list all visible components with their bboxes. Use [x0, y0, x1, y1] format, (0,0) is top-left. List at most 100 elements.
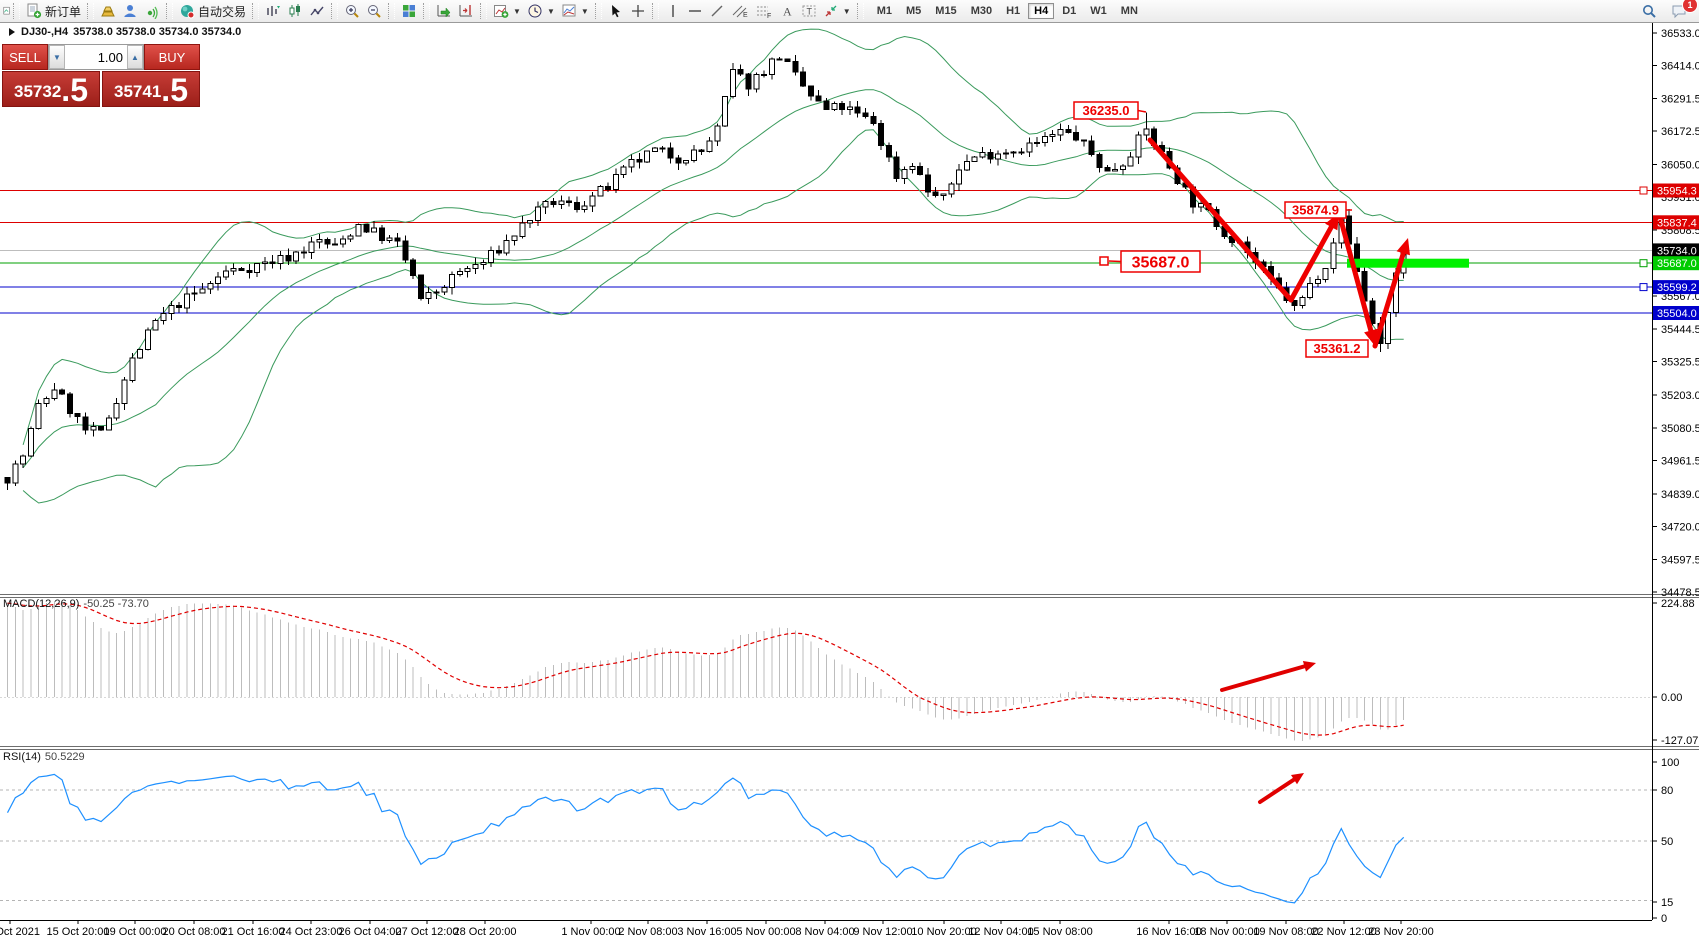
templates-button[interactable]: ▼ — [558, 1, 592, 21]
crosshair-tool-button[interactable] — [627, 1, 649, 21]
toolbar-grip — [252, 3, 260, 19]
chart-ohlc-info: DJ30-,H4 35738.0 35738.0 35734.0 35734.0 — [8, 26, 241, 38]
price-tick-label: 36050.0 — [1661, 159, 1699, 171]
price-annotations[interactable]: 36235.0 35874.9 35687.0 35361.2 — [1073, 101, 1369, 358]
label-tool-button[interactable]: T — [798, 1, 820, 21]
zoom-in-icon — [346, 5, 359, 18]
rsi-line — [6, 773, 1405, 904]
auto-trading-button[interactable]: 自动交易 — [176, 1, 249, 21]
timeframe-M15[interactable]: M15 — [935, 5, 957, 17]
sell-price-dec: .5 — [61, 72, 88, 108]
timeframe-M1[interactable]: M1 — [876, 5, 892, 17]
price-tick-label: 35325.5 — [1661, 357, 1699, 369]
tile-windows-icon — [403, 5, 416, 17]
auto-scroll-button[interactable] — [433, 1, 455, 21]
template-icon — [562, 4, 576, 17]
text-tool-button[interactable]: A — [776, 1, 798, 21]
timeframe-H1[interactable]: H1 — [1006, 5, 1021, 17]
annotation-box[interactable] — [1073, 101, 1139, 120]
toolbar-grip — [480, 3, 488, 19]
main-toolbar: 新订单 自动交易 ▼ ▼ — [0, 0, 1699, 23]
vertical-line-tool-button[interactable] — [662, 1, 684, 21]
new-order-button[interactable]: 新订单 — [23, 1, 84, 21]
toolbar-grip — [166, 3, 174, 19]
auto-trading-label: 自动交易 — [198, 4, 247, 19]
rsi-tick-label: 50 — [1661, 836, 1673, 848]
rsi-indicator-label: RSI(14) 50.5229 — [3, 751, 85, 763]
volume-decrease-button[interactable]: ▼ — [49, 45, 65, 69]
indicators-button[interactable]: ▼ — [490, 1, 524, 21]
arrows-tool-button[interactable]: ▼ — [820, 1, 854, 21]
line-handle[interactable] — [1639, 283, 1648, 292]
timeframe-D1[interactable]: D1 — [1062, 5, 1077, 17]
annotation-box[interactable] — [1305, 339, 1369, 358]
indicator-arrows[interactable] — [1220, 661, 1316, 804]
annotation-box[interactable] — [1120, 250, 1201, 273]
line-handle[interactable] — [1639, 259, 1648, 268]
date-label: 10 Nov 20:00 — [911, 926, 976, 938]
annotation-box[interactable] — [1284, 201, 1347, 219]
macd-histogram — [7, 601, 1405, 741]
annotation-handle[interactable] — [1099, 256, 1109, 266]
date-label: 22 Nov 12:00 — [1311, 926, 1376, 938]
buy-button[interactable]: BUY — [144, 44, 200, 70]
sell-price[interactable]: 35732.5 — [2, 71, 100, 107]
line-chart-mode-button[interactable] — [306, 1, 328, 21]
sell-button[interactable]: SELL — [2, 44, 48, 70]
chart-icon-partial[interactable] — [0, 1, 10, 21]
macd-values: -50.25 -73.70 — [83, 598, 149, 610]
macd-tick-label: 0.00 — [1661, 692, 1682, 704]
dropdown-caret-icon: ▼ — [546, 6, 555, 16]
fibonacci-tool-button[interactable]: F — [752, 1, 776, 21]
cursor-tool-button[interactable] — [605, 1, 627, 21]
trendline-tool-button[interactable] — [706, 1, 728, 21]
channel-tool-button[interactable]: E — [728, 1, 752, 21]
timeframe-W1[interactable]: W1 — [1090, 5, 1107, 17]
timeframe-H4[interactable]: H4 — [1028, 3, 1055, 19]
date-label: 21 Oct 16:00 — [222, 926, 285, 938]
price-tag-35954.3 — [1653, 183, 1699, 198]
bollinger-lower — [22, 129, 1404, 504]
search-button[interactable] — [1638, 1, 1660, 21]
gold-button[interactable] — [97, 1, 119, 21]
toolbar-grip — [856, 3, 864, 19]
chart-icon — [3, 6, 10, 15]
market-report-button[interactable] — [119, 1, 141, 21]
date-label: 1 Nov 00:00 — [561, 926, 620, 938]
notifications-button[interactable]: 1 — [1668, 0, 1698, 21]
horizontal-line-tool-button[interactable] — [684, 1, 706, 21]
zoom-out-button[interactable] — [363, 1, 385, 21]
bar-chart-mode-button[interactable] — [262, 1, 284, 21]
zoom-in-button[interactable] — [341, 1, 363, 21]
volume-increase-button[interactable]: ▲ — [127, 45, 143, 69]
chart-shift-icon — [459, 5, 473, 17]
date-label: 9 Nov 12:00 — [853, 926, 912, 938]
highlight-rectangle[interactable] — [1347, 258, 1469, 268]
date-label: 20 Oct 08:00 — [163, 926, 226, 938]
price-tag-35837.4 — [1653, 215, 1699, 230]
bollinger-upper — [22, 28, 1404, 446]
one-click-trading-panel: SELL ▼ 1.00 ▲ BUY 35732.5 35741.5 — [2, 44, 200, 107]
volume-value[interactable]: 1.00 — [97, 49, 123, 65]
price-tag-35599.2 — [1653, 280, 1699, 295]
bollinger-middle — [22, 89, 1404, 469]
price-tag-label: 35504.0 — [1657, 308, 1697, 320]
timeframe-M30[interactable]: M30 — [970, 5, 993, 17]
line-handle[interactable] — [1639, 186, 1648, 195]
periods-button[interactable]: ▼ — [524, 1, 558, 21]
toolbar-grip — [423, 3, 431, 19]
tile-windows-button[interactable] — [398, 1, 420, 21]
price-tick-label: 35444.5 — [1661, 324, 1699, 336]
chart-shift-button[interactable] — [455, 1, 477, 21]
buy-price[interactable]: 35741.5 — [102, 71, 200, 107]
trend-zigzag-arrows[interactable] — [1147, 137, 1410, 349]
signal-button[interactable] — [141, 1, 163, 21]
timeframe-M5[interactable]: M5 — [906, 5, 922, 17]
candlestick-mode-button[interactable] — [284, 1, 306, 21]
timeframe-MN[interactable]: MN — [1120, 5, 1138, 17]
toolbar-grip — [388, 3, 396, 19]
